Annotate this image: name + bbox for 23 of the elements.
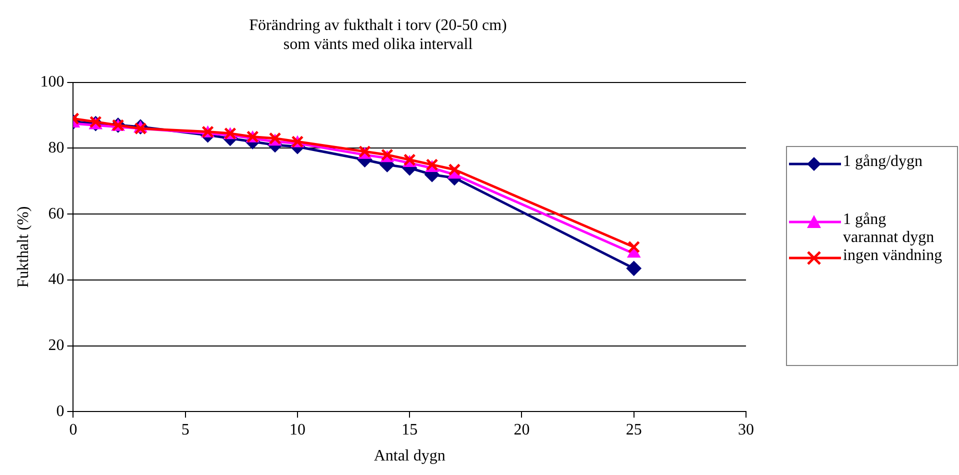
point	[628, 240, 640, 254]
chart-subtitle: som vänts med olika intervall	[283, 36, 474, 54]
x-tick-label: 10	[289, 421, 306, 438]
y-tick-label: 40	[48, 271, 64, 288]
y-tick-label: 80	[48, 139, 64, 156]
x-axis-title: Antal dygn	[374, 448, 446, 465]
point	[134, 122, 147, 135]
legend-label: ingen vändning	[843, 247, 943, 265]
y-tick-label: 100	[40, 74, 64, 91]
x-tick-label: 20	[514, 421, 530, 438]
y-tick-label: 0	[56, 402, 64, 420]
chart-title: Förändring av fukthalt i torv (20-50 cm)	[249, 16, 507, 34]
y-axis-title: Fukthalt (%)	[14, 206, 32, 288]
y-tick-label: 20	[48, 336, 64, 354]
x-tick-label: 0	[69, 421, 78, 438]
x-tick-label: 30	[738, 421, 754, 438]
point	[448, 163, 461, 176]
y-tick-label: 60	[48, 205, 64, 222]
x-tick-label: 5	[181, 421, 190, 438]
legend-label: 1 gång/dygn	[843, 153, 924, 171]
point	[626, 260, 642, 276]
x-tick-label: 25	[626, 421, 642, 438]
x-tick-label: 15	[402, 421, 418, 438]
